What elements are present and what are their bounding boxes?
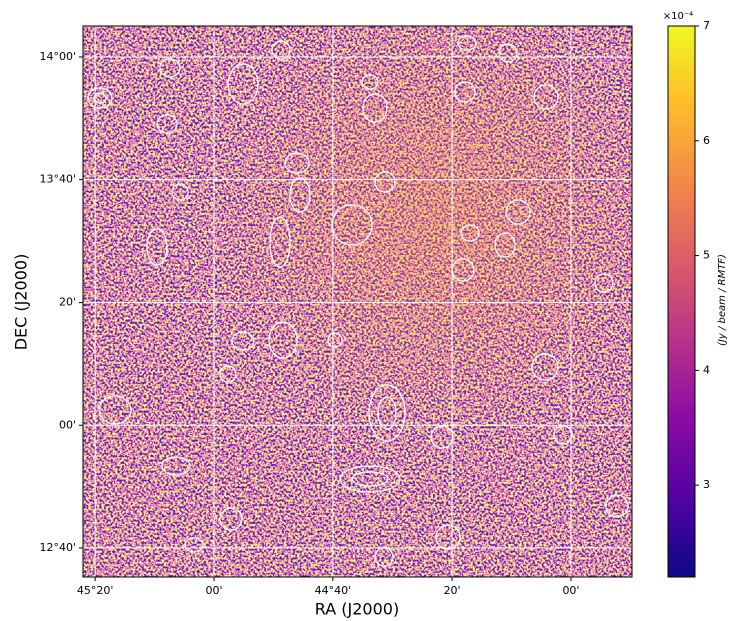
contours: [87, 35, 629, 567]
y-tick-label: 00': [59, 418, 76, 431]
y-axis-label: DEC (J2000): [12, 254, 31, 351]
colorbar-tick-label: 3: [703, 478, 710, 491]
x-tick-label: 44°40': [315, 584, 352, 597]
x-tick-label: 45°20': [77, 584, 114, 597]
x-tick-label: 00': [562, 584, 579, 597]
sky-image: [83, 26, 632, 577]
y-tick-label: 14°00': [39, 50, 76, 63]
colorbar: [667, 25, 696, 578]
colorbar-tick-label: 7: [703, 19, 710, 32]
colorbar-tick-label: 5: [703, 249, 710, 262]
y-tick-label: 12°40': [39, 541, 76, 554]
y-tick-label: 20': [59, 296, 76, 309]
colorbar-tick-label: 6: [703, 134, 710, 147]
plot-frame: [82, 25, 633, 578]
colorbar-offset: ×10⁻⁴: [663, 11, 693, 22]
x-tick-label: 00': [205, 584, 222, 597]
x-axis-label: RA (J2000): [315, 600, 399, 619]
grid: [83, 26, 632, 577]
x-tick-label: 20': [444, 584, 461, 597]
y-tick-label: 13°40': [39, 173, 76, 186]
colorbar-label: (Jy / beam / RMTF): [717, 254, 728, 346]
colorbar-tick-label: 4: [703, 363, 710, 376]
